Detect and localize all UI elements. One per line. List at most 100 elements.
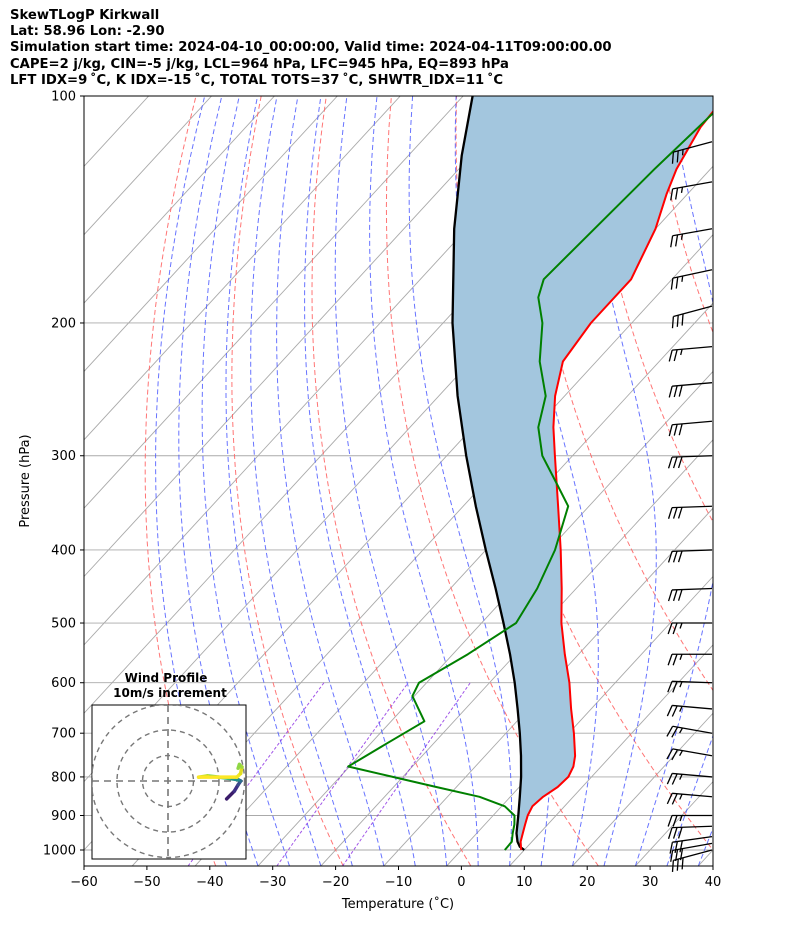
moist-adiabat-line — [579, 96, 657, 866]
dry-adiabat-line — [231, 96, 344, 866]
x-tick-label: 40 — [705, 875, 722, 890]
x-axis-ticks: −60 −50 −40 −30 −20 −10 0 10 20 30 40 — [70, 866, 721, 890]
y-tick-label: 900 — [51, 809, 76, 824]
wind-barb — [670, 228, 713, 248]
time-line: Simulation start time: 2024-04-10_00:00:… — [10, 40, 612, 56]
x-axis-label: Temperature (˚C) — [341, 896, 454, 912]
dry-adiabat-line — [651, 96, 713, 334]
chart-header: SkewTLogP Kirkwall Lat: 58.96 Lon: -2.90… — [10, 8, 612, 89]
y-tick-label: 300 — [51, 449, 76, 464]
y-tick-label: 200 — [51, 316, 76, 331]
wind-barb — [667, 549, 713, 563]
dry-adiabat-line — [385, 96, 599, 866]
parcel-path-line — [451, 96, 525, 851]
hodograph-segment — [224, 789, 237, 801]
isotherm-line — [84, 96, 464, 509]
wind-barb — [667, 825, 713, 839]
y-axis-label: Pressure (hPa) — [18, 434, 33, 527]
chart-title: SkewTLogP Kirkwall — [10, 8, 160, 23]
wind-barb — [669, 835, 713, 854]
moist-adiabat-line — [634, 96, 713, 866]
isotherm-line — [320, 439, 713, 866]
isotherm-line — [84, 96, 275, 304]
moist-adiabat-line — [334, 96, 448, 866]
wind-barb — [667, 680, 713, 693]
wind-barb — [670, 269, 713, 290]
y-tick-label: 800 — [51, 770, 76, 785]
indices-line-2: LFT IDX=9 ˚C, K IDX=-15 ˚C, TOTAL TOTS=3… — [10, 72, 504, 88]
wind-barb — [666, 704, 713, 717]
moist-adiabat-line — [225, 96, 322, 866]
mixing-ratio-line — [276, 682, 409, 866]
hodograph-segment — [236, 762, 242, 770]
y-tick-label: 500 — [51, 617, 76, 632]
x-tick-label: −50 — [133, 875, 160, 890]
dry-adiabat-line — [521, 96, 713, 692]
dry-adiabat-line — [782, 96, 794, 866]
dry-adiabat-line — [311, 96, 472, 866]
x-tick-label: 20 — [579, 875, 596, 890]
isotherm-line — [84, 96, 527, 578]
wind-barb — [667, 505, 713, 519]
isotherm-line — [383, 507, 713, 866]
isotherm-line — [572, 712, 713, 866]
x-tick-label: −40 — [196, 875, 223, 890]
isotherm-line — [509, 644, 713, 866]
hodograph-trace — [196, 762, 244, 801]
wind-barb — [666, 748, 713, 761]
wind-barb — [671, 141, 713, 164]
moist-adiabat-line — [304, 96, 416, 866]
wind-barb — [668, 420, 713, 437]
x-tick-label: 10 — [516, 875, 533, 890]
wind-barb — [671, 305, 713, 329]
wind-barb — [668, 346, 713, 362]
hodograph-inset: Wind Profile 10m/s increment — [91, 671, 247, 860]
isotherm-line — [84, 96, 401, 441]
wind-barb — [671, 849, 713, 873]
y-axis-ticks: 100 200 300 400 500 600 700 800 900 1000 — [43, 90, 84, 859]
wind-barb — [667, 622, 712, 635]
y-tick-label: 1000 — [43, 844, 76, 859]
dry-adiabat-line — [717, 96, 794, 866]
moist-adiabat-line — [369, 96, 479, 866]
temperature-line — [519, 110, 713, 851]
wind-barb — [667, 587, 713, 602]
mixing-ratio-line — [342, 682, 471, 866]
indices-line-1: CAPE=2 j/kg, CIN=-5 j/kg, LCL=964 hPa, L… — [10, 56, 509, 72]
moist-adiabat-line — [408, 96, 513, 866]
wind-barbs — [666, 141, 713, 873]
x-tick-label: 0 — [457, 875, 465, 890]
moist-adiabat-line — [276, 96, 385, 866]
wind-barb — [670, 842, 713, 862]
hodograph-title: Wind Profile — [125, 671, 208, 685]
wind-barb — [670, 181, 713, 201]
y-tick-label: 600 — [51, 676, 76, 691]
moist-adiabat-line — [666, 734, 713, 866]
isotherm-line — [84, 96, 212, 236]
isotherm-line — [84, 96, 338, 373]
y-tick-label: 700 — [51, 727, 76, 742]
wind-barb — [668, 382, 713, 398]
x-tick-label: −10 — [385, 875, 412, 890]
x-tick-label: −30 — [259, 875, 286, 890]
wind-barb — [666, 725, 713, 738]
moist-adiabat-line — [250, 96, 353, 866]
isotherm-line — [257, 370, 713, 866]
wind-barb — [667, 653, 712, 666]
location-line: Lat: 58.96 Lon: -2.90 — [10, 24, 165, 40]
y-tick-label: 100 — [51, 90, 76, 105]
wind-barb — [666, 792, 713, 805]
x-tick-label: −60 — [70, 875, 97, 890]
wind-barb — [667, 814, 712, 827]
hodograph-subtitle: 10m/s increment — [113, 686, 227, 700]
hodograph-ring — [92, 705, 246, 859]
dewpoint-line — [347, 111, 713, 851]
x-tick-label: 30 — [642, 875, 659, 890]
moist-adiabat-line — [201, 96, 290, 866]
x-tick-label: −20 — [322, 875, 349, 890]
wind-barb — [667, 455, 713, 469]
cape-shaded-area — [452, 96, 713, 850]
wind-barb — [666, 772, 713, 785]
hodograph-frame — [91, 704, 247, 860]
y-tick-label: 400 — [51, 543, 76, 558]
